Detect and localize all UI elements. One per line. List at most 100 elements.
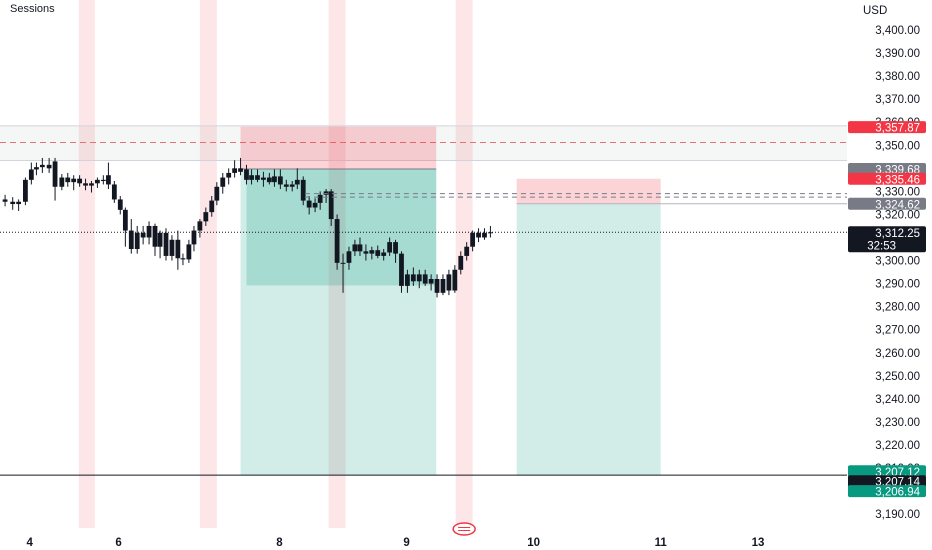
candle: [289, 180, 295, 192]
price-tick-label: 3,240.00: [875, 394, 920, 406]
price-tick-label: 3,250.00: [875, 371, 920, 383]
candle-body: [422, 274, 428, 284]
background-layer: [0, 0, 847, 528]
candle-body: [352, 244, 358, 252]
candle: [244, 164, 249, 185]
candle: [363, 244, 369, 261]
price-tag[interactable]: [848, 465, 926, 478]
session-band: [78, 0, 95, 528]
session-marker-icon[interactable]: [452, 522, 476, 536]
candle-body: [2, 199, 8, 202]
candle-body: [77, 178, 83, 184]
time-tick-label: 13: [752, 537, 765, 549]
price-tick-label: 3,390.00: [875, 48, 920, 60]
candle-body: [357, 244, 363, 252]
candle: [157, 230, 163, 259]
price-tag[interactable]: [848, 197, 926, 210]
candle-body: [249, 175, 254, 180]
candle: [428, 274, 434, 291]
price-tick-label: 3,230.00: [875, 417, 920, 429]
candle-body: [482, 232, 487, 238]
drawing-layer[interactable]: [240, 126, 661, 476]
time-tick-label: 11: [655, 537, 668, 549]
candle-body: [140, 232, 146, 238]
candle-body: [387, 242, 393, 253]
candle: [39, 157, 45, 173]
price-axis[interactable]: 3,400.003,390.003,380.003,370.003,360.00…: [848, 0, 932, 550]
candle-body: [39, 164, 45, 168]
candle-body: [369, 250, 375, 254]
candle-body: [363, 251, 369, 254]
candle-body: [152, 225, 158, 247]
candle-body: [46, 164, 52, 169]
candle: [266, 172, 272, 185]
candle-body: [464, 246, 470, 256]
short-position-target-zone[interactable]: [516, 203, 661, 476]
price-tag[interactable]: [848, 226, 926, 253]
price-tag[interactable]: [848, 475, 926, 488]
candle-body: [283, 184, 289, 187]
candle-body: [340, 262, 346, 264]
candle: [346, 246, 352, 270]
candle-body: [416, 274, 422, 282]
candle: [458, 251, 464, 275]
candle: [146, 221, 152, 245]
supply-zone[interactable]: [0, 125, 847, 161]
candles-layer: [2, 157, 493, 298]
candle: [16, 199, 22, 211]
candle-body: [244, 169, 249, 180]
candle: [294, 168, 300, 190]
short-position-stop-zone[interactable]: [240, 126, 437, 170]
short-position-stop-zone[interactable]: [516, 178, 661, 204]
candle-body: [16, 201, 22, 205]
price-tick-label: 3,330.00: [875, 186, 920, 198]
candle-body: [434, 278, 440, 293]
candle: [470, 230, 476, 252]
price-tag[interactable]: [848, 121, 926, 134]
candle: [209, 195, 215, 217]
price-tag[interactable]: [848, 163, 926, 176]
candle-body: [34, 167, 39, 170]
candle: [134, 225, 140, 254]
candle-body: [52, 161, 58, 187]
sessions-legend-label[interactable]: Sessions: [10, 3, 55, 15]
candle-body: [220, 177, 226, 187]
candle: [117, 195, 123, 215]
candle: [328, 189, 334, 226]
candle-body: [122, 209, 128, 231]
candle: [317, 191, 323, 210]
price-tick-label: 3,280.00: [875, 302, 920, 314]
price-tick-label: 3,400.00: [875, 25, 920, 37]
candle-body: [157, 232, 163, 247]
currency-label[interactable]: USD: [863, 5, 887, 17]
time-tick-label: 10: [527, 537, 540, 549]
candle-body: [255, 175, 260, 180]
candle-body: [10, 201, 16, 205]
candle: [255, 169, 260, 183]
price-tag[interactable]: [848, 172, 926, 185]
price-tag[interactable]: [848, 485, 926, 498]
time-axis[interactable]: 4 6 8 9 10 11 13: [26, 522, 765, 549]
candle: [416, 269, 422, 289]
candle-body: [470, 232, 476, 247]
candle: [334, 214, 340, 270]
candle: [214, 182, 220, 206]
candle-body: [488, 232, 493, 234]
lines-layer: [0, 193, 847, 476]
candle: [197, 219, 203, 238]
candle-body: [289, 184, 295, 187]
candle: [106, 162, 111, 190]
candle-body: [375, 250, 381, 256]
session-marker-outline: [452, 522, 476, 536]
candle: [405, 269, 410, 293]
price-tick-label: 3,350.00: [875, 140, 920, 152]
candle-body: [238, 168, 243, 172]
candle-body: [458, 255, 464, 270]
candle: [375, 245, 381, 259]
candle: [323, 189, 329, 203]
price-tick-label: 3,190.00: [875, 509, 920, 521]
candle: [28, 162, 34, 185]
price-tick-label: 3,300.00: [875, 256, 920, 268]
price-tick-label: 3,370.00: [875, 94, 920, 106]
